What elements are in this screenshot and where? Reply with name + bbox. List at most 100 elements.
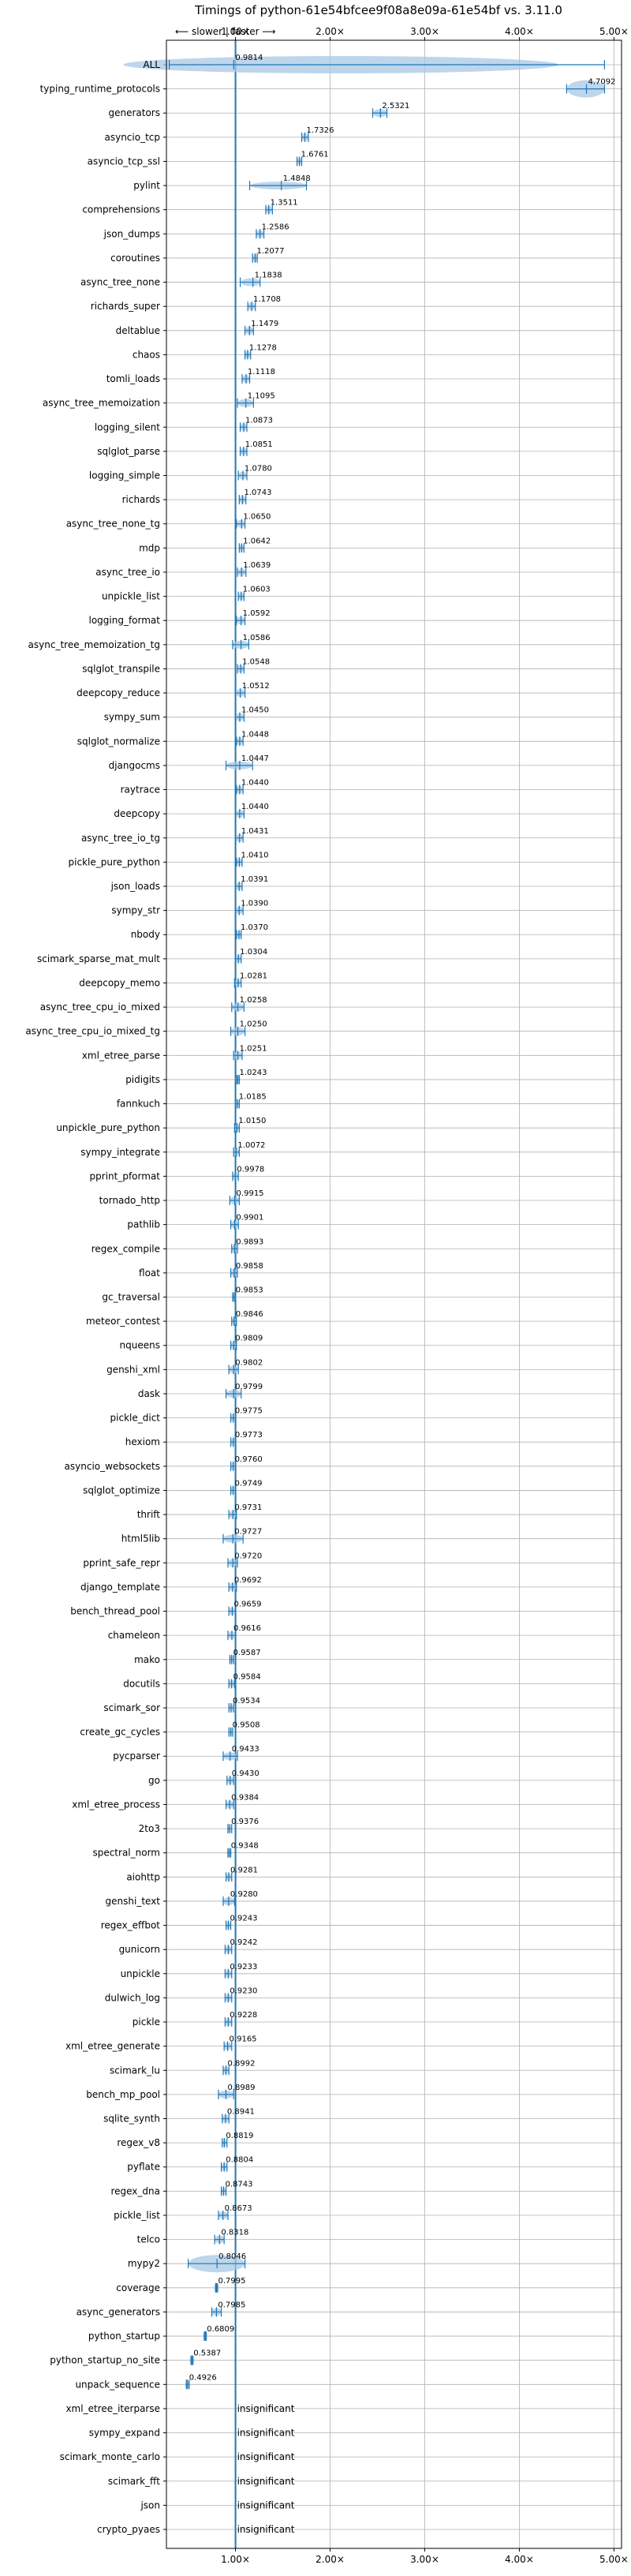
insignificant-label: insignificant [237,2476,295,2487]
value-label: 1.0650 [243,513,271,522]
value-label: 0.9659 [233,1601,261,1609]
benchmark-name: asyncio_websockets [65,1461,160,1472]
benchmark-name: unpickle_pure_python [56,1122,160,1133]
value-label: 0.9809 [235,1335,263,1343]
value-label: 1.0592 [243,609,271,618]
benchmark-name: go [148,1775,160,1786]
benchmark-name: deepcopy_memo [79,977,160,988]
benchmark-name: logging_format [88,615,160,626]
value-label: 0.9727 [234,1528,262,1537]
benchmark-name: tomli_loads [106,373,160,384]
value-label: 1.0390 [241,900,268,908]
benchmark-name: 2to3 [139,1823,160,1834]
benchmark-name: chaos [133,349,160,360]
insignificant-label: insignificant [237,2451,295,2462]
value-label: 0.9534 [233,1697,260,1705]
marks-layer [123,40,606,2548]
value-label: 1.0250 [240,1020,267,1029]
value-label: 0.9731 [234,1503,262,1512]
benchmark-name: async_tree_memoization_tg [28,639,160,650]
value-label: 0.5387 [193,2349,221,2358]
benchmark-name: scimark_sor [103,1702,160,1713]
benchmark-name: pickle_dict [110,1413,161,1424]
benchmark-name: logging_silent [95,421,160,432]
benchmark-name: crypto_pyaes [97,2524,160,2535]
benchmark-name: scimark_monte_carlo [60,2451,160,2462]
benchmark-name: telco [137,2234,160,2245]
benchmark-name: async_tree_cpu_io_mixed_tg [25,1026,160,1037]
value-label: 1.0639 [243,561,271,570]
chart-title: Timings of python-61e54bfcee9f08a8e09a-6… [194,3,562,17]
benchmark-name: thrift [137,1509,161,1520]
value-label: 1.6761 [301,150,329,159]
benchmark-name: genshi_text [106,1896,161,1907]
benchmark-name: regex_effbot [101,1920,161,1931]
value-label: 0.9978 [237,1165,264,1174]
benchmark-name: json_loads [110,881,160,892]
value-label: 0.9280 [230,1890,258,1899]
benchmark-name: sympy_sum [104,712,160,723]
benchmark-name: nbody [131,929,160,940]
value-label: 1.0851 [245,440,273,449]
benchmark-name: meteor_contest [86,1316,160,1327]
value-label: 1.0281 [240,972,267,980]
value-label: 1.0410 [241,851,268,859]
value-label: 0.9893 [236,1237,263,1246]
value-label: 1.3511 [271,199,298,208]
benchmark-name: mypy2 [128,2258,160,2269]
benchmark-name: pickle_pure_python [69,856,160,867]
value-label: 0.8941 [227,2108,255,2117]
value-label: 0.9165 [230,2035,257,2044]
benchmark-name: regex_compile [91,1243,160,1254]
value-label: 1.2077 [256,247,284,256]
benchmark-name: pyflate [127,2162,160,2173]
value-label: 1.2586 [262,223,289,231]
insignificant-label: insignificant [237,2403,295,2414]
value-label: 0.9901 [236,1214,263,1222]
benchmark-name: fannkuch [117,1099,160,1110]
value-label: 1.0642 [243,537,271,545]
value-label: 0.9846 [236,1310,263,1319]
value-label: 1.0150 [238,1117,266,1125]
benchmark-name: pickle_list [114,2210,160,2221]
benchmark-name: deepcopy [114,808,160,819]
benchmark-name: pylint [133,180,160,191]
value-label: 0.7985 [218,2301,245,2309]
benchmark-name: nqueens [120,1340,160,1351]
value-label: 0.9802 [235,1358,263,1367]
benchmark-name: djangocms [109,760,160,771]
value-label: 0.8819 [226,2132,253,2140]
value-label: 0.9858 [236,1262,263,1271]
benchmark-name: python_startup [88,2331,160,2342]
value-label: 0.9228 [230,2011,257,2020]
value-label: 1.4848 [283,174,311,183]
value-label: 0.8743 [225,2180,252,2188]
benchmark-name: json [140,2499,160,2510]
value-label: 1.0780 [245,465,272,474]
value-label: 1.0072 [237,1141,265,1150]
benchmark-name: asyncio_tcp_ssl [88,155,160,167]
value-label: 1.0440 [241,779,269,788]
value-label: 1.1118 [248,368,275,376]
benchmark-name: scimark_fft [108,2476,160,2487]
value-label: 0.9281 [230,1866,258,1874]
x-tick-label-bottom: 2.00× [316,2554,345,2565]
x-tick-label-bottom: 3.00× [410,2554,439,2565]
benchmark-name: pycparser [113,1750,160,1762]
value-label: 0.9433 [232,1745,259,1754]
benchmark-name: bench_mp_pool [86,2089,160,2100]
value-label: 1.0431 [241,827,269,836]
value-label: 0.9760 [235,1455,263,1464]
value-label: 0.9384 [231,1793,259,1802]
value-label: 1.0548 [242,657,270,666]
x-tick-label-bottom: 4.00× [505,2554,534,2565]
value-label: 1.0304 [240,948,267,957]
value-label: 0.8804 [226,2156,253,2165]
value-label: 1.1838 [255,271,282,280]
value-label: 0.9775 [235,1407,263,1416]
benchmark-name: richards [122,494,160,505]
value-label: 0.9508 [233,1721,260,1730]
value-label: 0.9348 [231,1842,259,1851]
value-label: 0.9230 [230,1986,257,1995]
value-label: 1.0391 [241,875,268,884]
